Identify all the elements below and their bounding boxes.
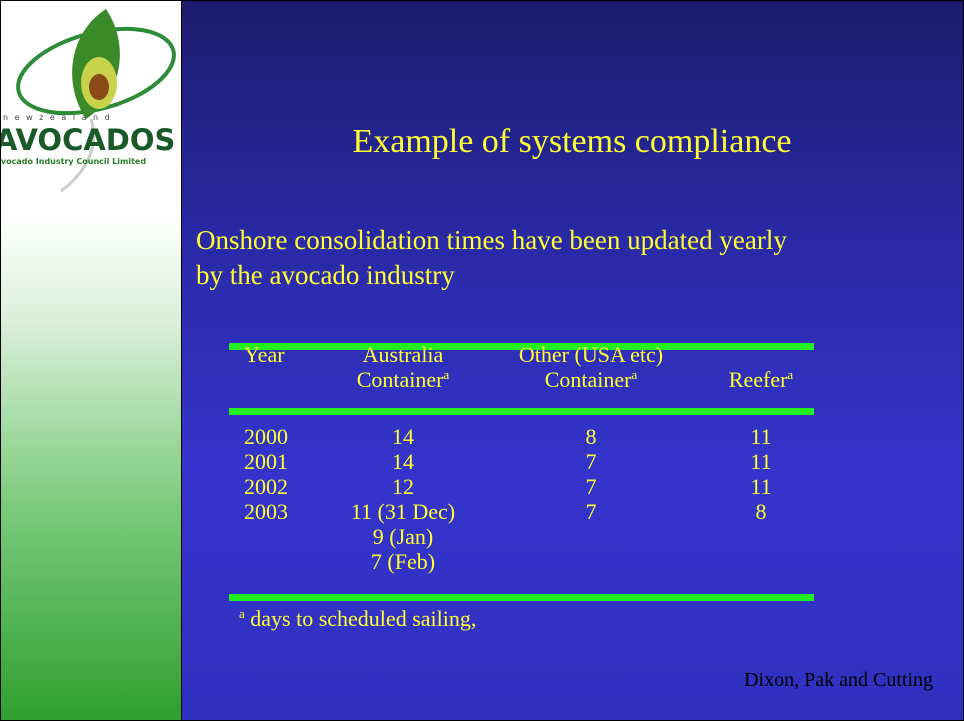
header-cell: Containera — [481, 367, 701, 392]
header-sup: a — [787, 367, 794, 382]
title: Example of systems compliance — [352, 123, 792, 160]
table-cell: 7 — [585, 449, 597, 474]
table-cell: 7 — [585, 474, 597, 499]
header-cell: Containera — [293, 367, 513, 392]
table-cell: 8 — [755, 499, 767, 524]
table-cell: 2001 — [244, 449, 288, 474]
header-text: Reefer — [728, 367, 788, 392]
table-cell: 2000 — [244, 424, 288, 449]
header-sup: a — [631, 367, 638, 382]
table-cell: 11 (31 Dec) — [350, 499, 456, 524]
header-text: Container — [544, 367, 632, 392]
author: Dixon, Pak and Cutting — [744, 669, 933, 691]
table-cell: 8 — [585, 424, 597, 449]
table-cell: 14 — [392, 424, 414, 449]
table-cell: 2003 — [244, 499, 288, 524]
table-rule — [229, 408, 814, 415]
header-sup: a — [443, 367, 450, 382]
logo-country: n e w z e a l a n d — [3, 113, 112, 122]
table-cell: 14 — [392, 449, 414, 474]
table-cell: 12 — [392, 474, 414, 499]
sidebar: n e w z e a l a n d AVOCADOS Avocado Ind… — [1, 1, 182, 720]
footnote-text: days to scheduled sailing, — [250, 606, 477, 631]
logo-name: AVOCADOS — [1, 123, 176, 157]
body-line: by the avocado industry — [196, 260, 455, 290]
header-text: Container — [356, 367, 444, 392]
table-cell: 11 — [750, 474, 772, 499]
header-text: Other (USA etc) — [518, 342, 664, 367]
header-cell: Reefera — [651, 367, 871, 392]
header-text: Year — [244, 342, 285, 367]
logo-graphic — [16, 9, 176, 193]
footnote: a days to scheduled sailing, — [239, 606, 476, 631]
table-cell: 11 — [750, 449, 772, 474]
header-cell: Other (USA etc) — [481, 342, 701, 367]
table-cell: 11 — [750, 424, 772, 449]
logo-tagline: Avocado Industry Council Limited — [1, 157, 147, 166]
table-rule — [229, 343, 814, 350]
table-cell: 7 (Feb) — [370, 549, 436, 574]
header-cell: Year — [244, 342, 285, 367]
header-cell: Australia — [293, 342, 513, 367]
header-text: Australia — [362, 342, 444, 367]
table-rule — [229, 594, 814, 601]
table-cell: 7 — [585, 499, 597, 524]
body-line: Onshore consolidation times have been up… — [196, 225, 787, 255]
table-cell: 2002 — [244, 474, 288, 499]
footnote-sup: a — [239, 606, 245, 621]
table-cell: 9 (Jan) — [372, 524, 434, 549]
